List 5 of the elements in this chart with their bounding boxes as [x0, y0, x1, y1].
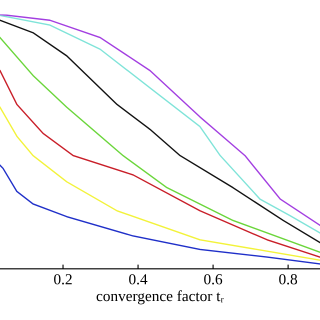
- x-axis-title: convergence factor tᵣ: [96, 290, 224, 304]
- x-tick-label: 0.8: [279, 274, 298, 284]
- x-tick-label: 0.4: [129, 274, 148, 284]
- x-tick-label: 0.2: [54, 274, 72, 284]
- x-tick-label: 0.6: [204, 274, 222, 284]
